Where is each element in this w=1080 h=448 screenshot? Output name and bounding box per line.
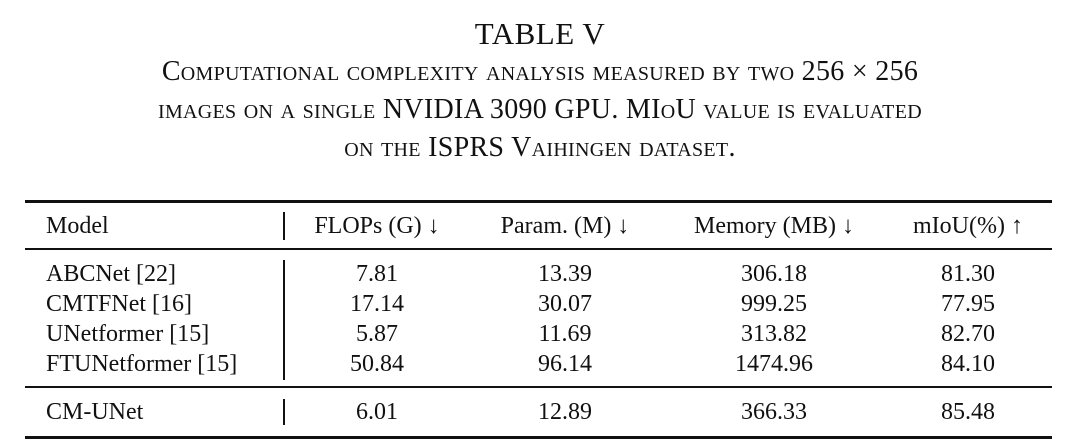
miou-cell: 84.10 xyxy=(941,351,995,377)
miou-cell: 82.70 xyxy=(941,321,995,347)
header-miou: mIoU(%) ↑ xyxy=(913,213,1023,239)
column-separator xyxy=(283,212,285,240)
memory-cell: 1474.96 xyxy=(735,351,813,377)
params-cell: 30.07 xyxy=(538,291,592,317)
memory-cell: 313.82 xyxy=(741,321,807,347)
header-memory: Memory (MB) ↓ xyxy=(694,213,854,239)
flops-cell: 17.14 xyxy=(350,291,404,317)
miou-cell: 85.48 xyxy=(941,399,995,425)
caption-line: images on a single NVIDIA 3090 GPU. MIoU… xyxy=(158,94,922,125)
header-flops: FLOPs (G) ↓ xyxy=(314,213,440,239)
group-rule xyxy=(25,386,1052,388)
memory-cell: 366.33 xyxy=(741,399,807,425)
miou-cell: 81.30 xyxy=(941,261,995,287)
caption-line: Computational complexity analysis measur… xyxy=(161,56,919,87)
flops-cell: 50.84 xyxy=(350,351,404,377)
bottom-rule xyxy=(25,436,1052,439)
params-cell: 11.69 xyxy=(538,321,592,347)
model-cell: CMTFNet [16] xyxy=(46,291,192,317)
column-separator xyxy=(283,399,285,425)
header-rule xyxy=(25,248,1052,250)
flops-cell: 6.01 xyxy=(356,399,398,425)
model-cell: FTUNetformer [15] xyxy=(46,351,238,377)
params-cell: 12.89 xyxy=(538,399,592,425)
top-rule xyxy=(25,200,1052,203)
model-cell: ABCNet [22] xyxy=(46,261,176,287)
model-cell: CM-UNet xyxy=(46,399,144,425)
miou-cell: 77.95 xyxy=(941,291,995,317)
flops-cell: 5.87 xyxy=(356,321,398,347)
memory-cell: 306.18 xyxy=(741,261,807,287)
params-cell: 13.39 xyxy=(538,261,592,287)
memory-cell: 999.25 xyxy=(741,291,807,317)
header-params: Param. (M) ↓ xyxy=(500,213,630,239)
column-separator xyxy=(283,260,285,380)
header-model: Model xyxy=(46,213,109,239)
params-cell: 96.14 xyxy=(538,351,592,377)
table-label: TABLE V xyxy=(474,16,606,51)
model-cell: UNetformer [15] xyxy=(46,321,210,347)
flops-cell: 7.81 xyxy=(356,261,398,287)
caption-line: on the ISPRS Vaihingen dataset. xyxy=(344,132,736,163)
